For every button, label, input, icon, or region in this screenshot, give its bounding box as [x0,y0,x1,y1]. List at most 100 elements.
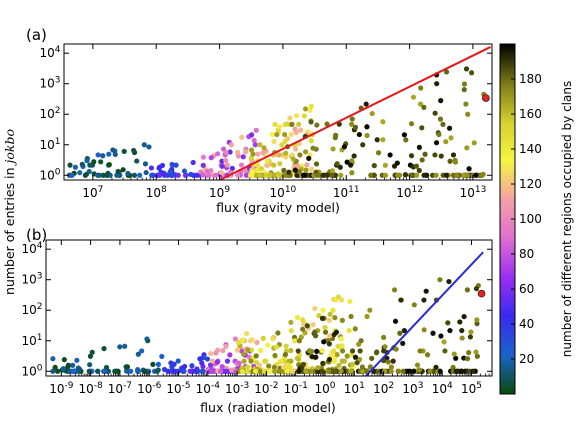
scatter-point [359,364,366,370]
scatter-point [277,123,283,130]
scatter-point [464,145,470,151]
scatter-point [447,327,453,334]
scatter-point [312,305,318,312]
scatter-point [50,356,56,362]
scatter-point [304,323,310,329]
scatter-point [232,336,238,342]
scatter-point [441,339,447,345]
scatter-point [313,333,319,339]
scatter-point [331,348,337,354]
scatter-point [320,307,326,313]
scatter-point [322,324,328,331]
scatter-point [360,368,366,374]
x-tick-label: 104 [432,381,453,396]
scatter-point [466,350,472,356]
scatter-point [461,355,467,361]
scatter-point [249,172,255,178]
scatter-point [159,353,165,360]
scatter-point [461,313,467,320]
scatter-point [356,131,362,138]
scatter-point [333,329,339,335]
scatter-point [433,364,439,370]
scatter-point [112,368,118,374]
scatter-point [128,368,134,374]
scatter-point [464,356,471,362]
scatter-point [314,348,320,354]
y-tick-label: 104 [21,241,42,256]
x-tick-label: 10-8 [78,381,103,396]
scatter-point [161,366,168,373]
scatter-point [319,347,325,354]
scatter-point [473,286,479,292]
scatter-point [292,338,298,344]
scatter-point [419,125,425,131]
scatter-point [308,348,315,354]
scatter-point [264,162,270,168]
scatter-point [440,121,446,127]
panel-radiation: 10-9 10-8 10-7 10-6 10-5 10-4 10-3 10-2 10-1 100 1… [21,226,493,415]
y-tick-label: 102 [21,302,42,317]
scatter-point [387,152,393,158]
x-tick-label: 100 [315,381,336,396]
scatter-point [235,339,242,345]
scatter-point [433,172,439,178]
scatter-point [143,169,149,176]
scatter-point [382,162,388,168]
scatter-point [408,172,414,178]
scatter-point [284,368,290,374]
scatter-point [76,366,83,372]
scatter-point [157,172,163,178]
scatter-point [375,150,382,156]
scatter-point [416,367,423,373]
scatter-point [381,348,387,354]
scatter-point [213,350,219,356]
scatter-point [331,368,338,374]
scatter-point [474,353,480,359]
scatter-point [74,357,80,363]
scatter-point [173,162,179,168]
axis-ticks-radiation: 10-9 10-8 10-7 10-6 10-5 10-4 10-3 10-2 10-1 100 1… [21,240,493,396]
scatter-point [466,166,472,172]
scatter-point [183,172,189,178]
scatter-point [229,165,235,171]
scatter-point [224,358,231,364]
scatter-point [200,154,206,160]
scatter-point [120,167,126,173]
scatter-point [411,302,417,308]
scatter-point [219,364,225,370]
fit-line-gravity [219,46,492,180]
scatter-point [65,362,71,368]
scatter-point [52,364,58,370]
scatter-point [121,148,127,154]
scatter-point [107,172,113,178]
scatter-point [369,355,375,361]
scatter-point [257,368,263,374]
scatter-point [265,342,271,348]
scatter-point [123,368,130,374]
scatter-point [447,158,453,164]
scatter-point [98,159,104,165]
scatter-point [252,368,259,374]
x-tick-label: 10-2 [254,381,278,396]
scatter-point [468,329,474,335]
scatter-point [289,368,296,374]
scatter-point [292,167,298,173]
scatter-point [453,355,459,361]
scatter-point [292,126,298,132]
scatter-point [334,161,340,167]
scatter-point [349,116,355,122]
scatter-point [146,144,152,150]
scatter-point [159,162,166,169]
scatter-point [438,333,444,339]
y-tick-label: 101 [39,137,60,152]
scatter-point [308,368,314,374]
scatter-point [438,98,444,104]
colorbar-tick-label: 40 [519,317,534,331]
scatter-point [266,363,272,369]
scatter-point [388,368,394,374]
scatter-point [338,368,344,374]
scatter-point [82,172,88,178]
scatter-point [290,156,296,162]
scatter-point [429,172,436,178]
scatter-point [234,347,241,353]
